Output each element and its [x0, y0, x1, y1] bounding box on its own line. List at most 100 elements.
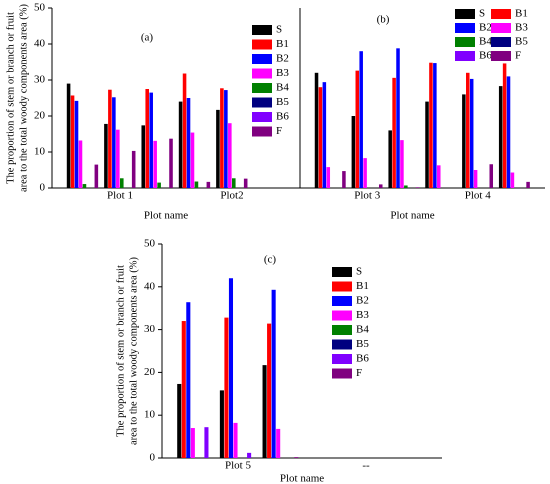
y-tick-label: 0: [150, 452, 156, 464]
bar: [157, 182, 161, 188]
bar: [388, 130, 392, 188]
bar: [404, 185, 408, 188]
y-tick-label: 50: [34, 2, 46, 14]
bar: [70, 95, 75, 188]
x-tick-label: Plot 4: [465, 190, 491, 202]
y-tick-label: 10: [144, 409, 156, 421]
legend-swatch: [332, 354, 352, 364]
bar: [462, 94, 466, 188]
bar: [502, 63, 507, 188]
bar: [78, 140, 83, 188]
legend-label: B4: [276, 82, 289, 94]
bar: [378, 184, 383, 188]
bar: [112, 97, 116, 188]
y-tick-label: 0: [40, 182, 46, 194]
bar: [66, 83, 71, 188]
legend-label: B1: [515, 8, 528, 20]
bar: [469, 78, 474, 188]
legend-label: B1: [356, 280, 369, 292]
bar: [186, 98, 191, 188]
bar: [190, 428, 195, 458]
legend-swatch: [455, 23, 475, 33]
bar: [498, 86, 503, 188]
bar: [363, 158, 367, 188]
x-tick-label: Plot 1: [107, 190, 133, 202]
legend-swatch: [491, 23, 511, 33]
x-axis-label: Plot name: [144, 210, 188, 222]
bar: [116, 129, 120, 188]
bar: [216, 109, 220, 188]
bar: [149, 92, 153, 188]
legend-swatch: [332, 281, 352, 292]
legend-swatch: [252, 83, 272, 93]
legend-swatch: [332, 339, 352, 350]
legend-label: B6: [276, 111, 289, 123]
bar: [182, 73, 187, 188]
bar: [359, 51, 363, 189]
bar: [120, 178, 124, 188]
legend-swatch: [252, 112, 272, 122]
legend-swatch: [491, 9, 511, 19]
bar: [510, 172, 515, 188]
legend-label: S: [479, 8, 485, 20]
legend-swatch: [332, 296, 352, 306]
legend-swatch: [332, 368, 352, 379]
bar: [415, 187, 420, 188]
bar: [145, 89, 150, 188]
x-axis-label: Plot name: [280, 473, 324, 484]
legend-swatch: [455, 51, 475, 61]
legend-label: B2: [276, 53, 289, 65]
bar: [224, 317, 229, 458]
bar: [466, 72, 470, 188]
bar: [271, 289, 276, 458]
bar: [233, 422, 238, 458]
legend-swatch: [455, 9, 475, 19]
bar: [206, 181, 211, 188]
bar: [169, 138, 173, 188]
bar: [74, 100, 79, 188]
legend-swatch: [332, 267, 352, 277]
legend-label: F: [276, 125, 282, 137]
legend-swatch: [252, 97, 272, 108]
bar: [392, 77, 396, 188]
bar: [400, 140, 404, 188]
legend-swatch: [332, 310, 352, 321]
y-tick-label: 10: [34, 146, 46, 158]
y-tick-label: 40: [144, 280, 156, 292]
legend-label: B4: [479, 36, 492, 48]
bar: [204, 427, 209, 458]
bar: [243, 178, 248, 188]
bar: [228, 123, 232, 188]
legend-label: S: [356, 266, 362, 278]
bar: [314, 72, 319, 188]
x-tick-label: Plot 3: [354, 190, 380, 202]
bar: [425, 101, 429, 188]
x-tick-label: Plot 5: [225, 460, 251, 472]
bar: [228, 278, 234, 458]
legend-label: B5: [515, 36, 528, 48]
y-tick-label: 20: [34, 110, 46, 122]
legend-label: B3: [276, 67, 289, 79]
bar: [433, 63, 437, 188]
bar: [429, 62, 433, 188]
bar: [351, 116, 356, 188]
panel-label: (c): [264, 254, 277, 266]
legend-label: F: [515, 50, 521, 62]
bar: [82, 184, 87, 188]
y-axis-label: The proportion of stem or branch or frui…: [115, 265, 126, 437]
bar: [190, 132, 195, 188]
bar: [294, 457, 299, 458]
legend-label: F: [356, 367, 362, 379]
bar: [141, 125, 146, 188]
legend-swatch: [332, 325, 352, 335]
bar: [232, 178, 236, 188]
legend-label: B3: [356, 309, 369, 321]
panel-label: (a): [141, 32, 154, 44]
legend-label: B6: [479, 50, 492, 62]
bar: [224, 90, 228, 188]
bar: [177, 383, 182, 458]
legend-label: B1: [276, 38, 289, 50]
bar: [131, 150, 136, 188]
legend-swatch: [491, 37, 511, 47]
